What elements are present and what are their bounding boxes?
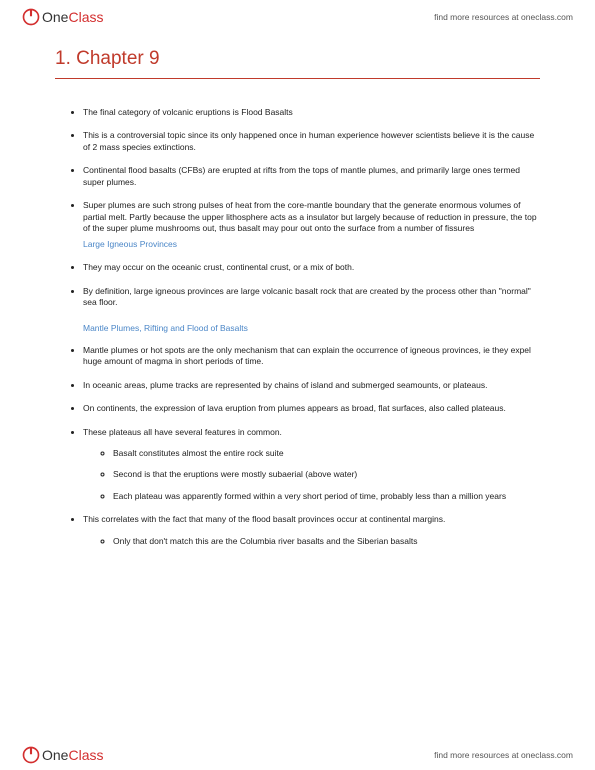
list-item: These plateaus all have several features… <box>83 427 540 503</box>
section-heading: Mantle Plumes, Rifting and Flood of Basa… <box>83 323 540 333</box>
list-item: Second is that the eruptions were mostly… <box>113 469 540 480</box>
footer-tagline[interactable]: find more resources at oneclass.com <box>434 750 573 760</box>
list-item: Each plateau was apparently formed withi… <box>113 491 540 502</box>
list-item: Continental flood basalts (CFBs) are eru… <box>83 165 540 188</box>
bullet-list: The final category of volcanic eruptions… <box>55 107 540 309</box>
list-item: This is a controversial topic since its … <box>83 130 540 153</box>
logo: OneClass <box>22 8 103 26</box>
logo-word-one: One <box>42 9 68 25</box>
list-item: In oceanic areas, plume tracks are repre… <box>83 380 540 391</box>
bullet-list: Mantle plumes or hot spots are the only … <box>55 345 540 548</box>
list-item: The final category of volcanic eruptions… <box>83 107 540 118</box>
sub-bullet-list: Only that don't match this are the Colum… <box>83 536 540 547</box>
list-item-text: Super plumes are such strong pulses of h… <box>83 200 537 233</box>
page-content: 1. Chapter 9 The final category of volca… <box>0 30 595 547</box>
list-item: Mantle plumes or hot spots are the only … <box>83 345 540 368</box>
logo-word-one: One <box>42 747 68 763</box>
footer-bar: OneClass find more resources at oneclass… <box>0 746 595 764</box>
header-tagline[interactable]: find more resources at oneclass.com <box>434 12 573 22</box>
title-rule <box>55 78 540 79</box>
logo-text: OneClass <box>42 747 103 763</box>
list-item-text: These plateaus all have several features… <box>83 427 282 437</box>
list-item: This correlates with the fact that many … <box>83 514 540 547</box>
logo-icon <box>22 8 40 26</box>
logo: OneClass <box>22 746 103 764</box>
list-item: Only that don't match this are the Colum… <box>113 536 540 547</box>
logo-word-class: Class <box>68 747 103 763</box>
section-heading: Large Igneous Provinces <box>83 239 540 250</box>
chapter-title: 1. Chapter 9 <box>55 48 540 70</box>
list-item-text: This correlates with the fact that many … <box>83 514 445 524</box>
list-item: On continents, the expression of lava er… <box>83 403 540 414</box>
header-bar: OneClass find more resources at oneclass… <box>0 0 595 30</box>
logo-text: OneClass <box>42 9 103 25</box>
sub-bullet-list: Basalt constitutes almost the entire roc… <box>83 448 540 502</box>
logo-icon <box>22 746 40 764</box>
list-item: They may occur on the oceanic crust, con… <box>83 262 540 273</box>
list-item: Super plumes are such strong pulses of h… <box>83 200 540 250</box>
list-item: By definition, large igneous provinces a… <box>83 286 540 309</box>
logo-word-class: Class <box>68 9 103 25</box>
list-item: Basalt constitutes almost the entire roc… <box>113 448 540 459</box>
